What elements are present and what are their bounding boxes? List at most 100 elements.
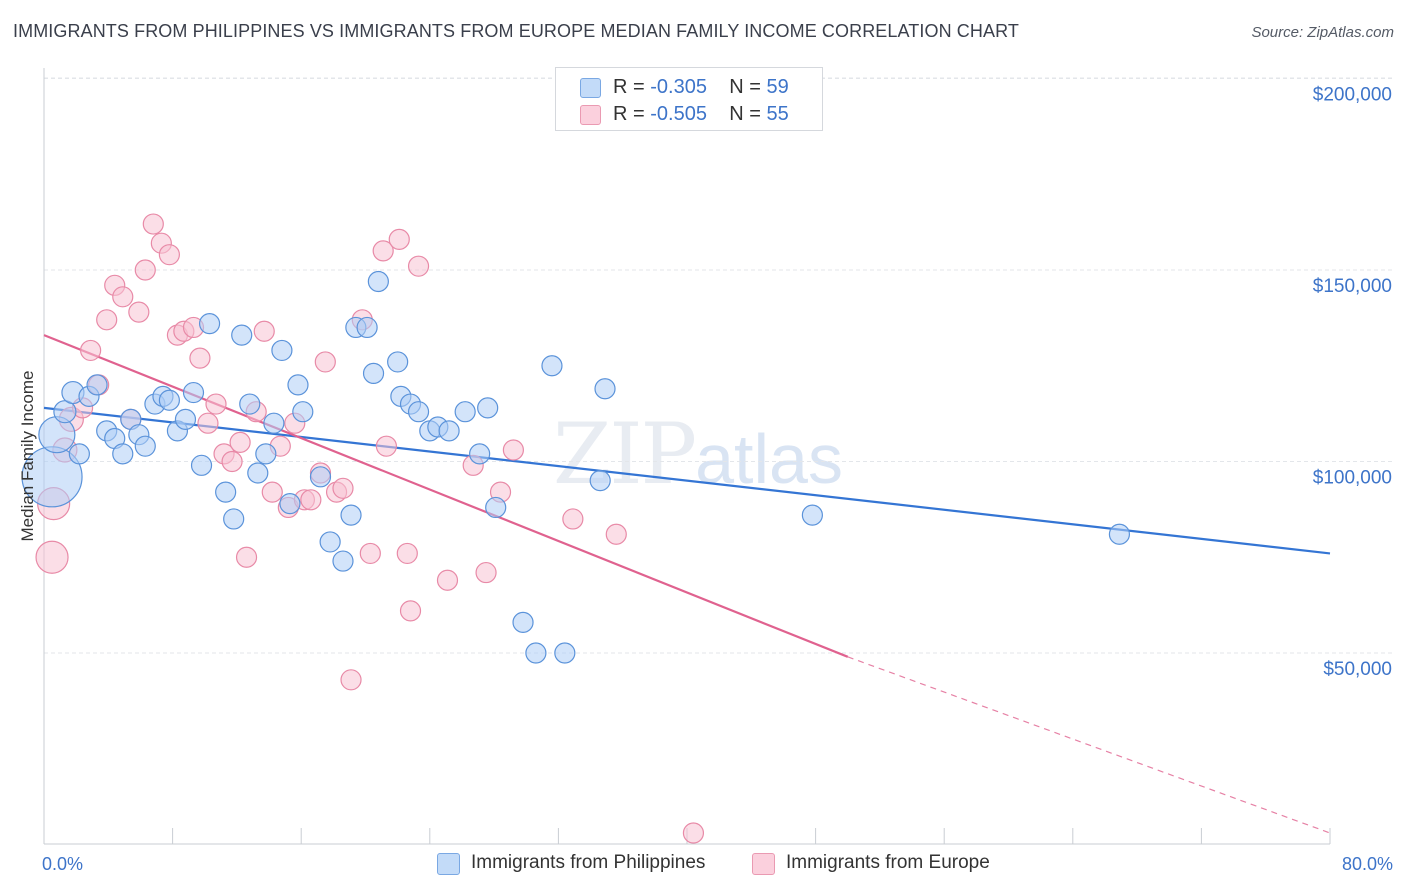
y-tick-label: $200,000 (1313, 85, 1392, 106)
point-philippines (340, 504, 362, 526)
legend-swatch-philippines (580, 78, 601, 98)
legend-r-europe: -0.505 (650, 103, 707, 125)
point-philippines (271, 339, 293, 362)
point-europe (314, 351, 336, 373)
point-philippines (541, 355, 563, 377)
point-europe (359, 542, 381, 565)
point-europe (235, 546, 258, 568)
point-philippines (454, 401, 476, 423)
point-philippines (198, 313, 221, 335)
correlation-legend: R = -0.305 N = 59 R = -0.505 N = 55 (555, 67, 823, 131)
point-europe (682, 822, 705, 844)
point-philippines (525, 642, 547, 664)
x-tick-label-max: 80.0% (1342, 854, 1393, 874)
point-europe (388, 228, 410, 250)
x-tick-label-min: 0.0% (42, 854, 83, 874)
point-philippines (231, 324, 253, 346)
point-philippines (215, 481, 237, 503)
point-philippines (1108, 523, 1131, 545)
point-europe (372, 240, 394, 262)
legend-text-philippines: R = -0.305 N = 59 (613, 76, 789, 98)
point-philippines (356, 316, 378, 339)
point-europe (112, 286, 134, 308)
point-philippines (309, 466, 332, 488)
point-philippines (86, 374, 108, 396)
point-europe (605, 523, 627, 545)
point-europe (502, 439, 524, 461)
point-philippines (68, 443, 90, 465)
point-europe (436, 569, 459, 591)
point-philippines (469, 443, 491, 465)
trend-lines (43, 334, 1331, 834)
point-philippines (438, 420, 460, 442)
point-philippines (263, 412, 285, 434)
point-europe (253, 320, 275, 342)
watermark-zip: ZIP (553, 405, 697, 503)
point-philippines (223, 508, 245, 530)
point-europe (134, 259, 156, 281)
point-philippines (387, 351, 409, 373)
point-philippines (367, 270, 389, 293)
trend-line-europe-extension (847, 656, 1331, 834)
bottom-label-europe: Immigrants from Europe (786, 852, 990, 873)
point-philippines (801, 504, 823, 526)
point-europe (96, 309, 118, 331)
watermark: ZIPatlas (553, 405, 843, 503)
point-philippines (247, 462, 269, 484)
legend-n-philippines: 59 (766, 76, 789, 98)
points-europe (35, 213, 705, 844)
point-europe (332, 477, 354, 499)
point-philippines (485, 496, 507, 519)
point-europe (396, 542, 418, 565)
point-philippines (279, 493, 301, 515)
bottom-label-philippines: Immigrants from Philippines (471, 852, 706, 873)
point-philippines (319, 531, 341, 553)
point-philippines (112, 443, 134, 465)
point-europe (475, 561, 497, 584)
bottom-swatch-philippines (437, 853, 460, 875)
point-europe (375, 435, 397, 457)
chart-title: IMMIGRANTS FROM PHILIPPINES VS IMMIGRANT… (13, 21, 1019, 41)
trend-line-europe (43, 334, 849, 658)
point-philippines (190, 454, 213, 476)
point-philippines (182, 381, 205, 404)
point-europe (407, 255, 430, 277)
point-europe (35, 540, 69, 574)
point-europe (128, 301, 150, 323)
point-philippines (134, 435, 156, 457)
bottom-swatch-europe (752, 853, 775, 875)
point-europe (261, 481, 283, 503)
point-europe (399, 600, 422, 622)
point-europe (189, 347, 211, 369)
point-philippines (332, 550, 354, 572)
point-europe (562, 508, 584, 530)
point-europe (142, 213, 164, 235)
point-philippines (255, 443, 277, 465)
point-philippines (594, 378, 616, 400)
legend-r-philippines: -0.305 (650, 76, 707, 98)
y-axis-label: Median Family Income (18, 370, 37, 541)
point-philippines (287, 374, 309, 396)
point-philippines (554, 642, 576, 664)
legend-swatch-europe (580, 105, 601, 125)
y-tick-label: $100,000 (1313, 468, 1392, 489)
point-philippines (362, 362, 385, 385)
point-philippines (477, 397, 499, 419)
point-europe (158, 244, 180, 266)
source-credit: Source: ZipAtlas.com (1251, 24, 1394, 41)
point-philippines (174, 408, 197, 430)
y-tick-label: $50,000 (1323, 659, 1392, 680)
points-philippines (21, 270, 1131, 664)
point-europe (205, 393, 227, 415)
tick-labels: $50,000 $100,000 $150,000 $200,000 0.0% 80.0% (42, 85, 1393, 875)
point-europe (229, 431, 251, 453)
point-philippines (239, 393, 261, 415)
point-europe (221, 450, 243, 473)
legend-n-europe: 55 (766, 103, 789, 125)
point-philippines (292, 401, 314, 423)
point-philippines (512, 611, 534, 633)
point-europe (340, 669, 362, 691)
point-philippines (158, 389, 180, 411)
point-philippines (407, 401, 430, 423)
